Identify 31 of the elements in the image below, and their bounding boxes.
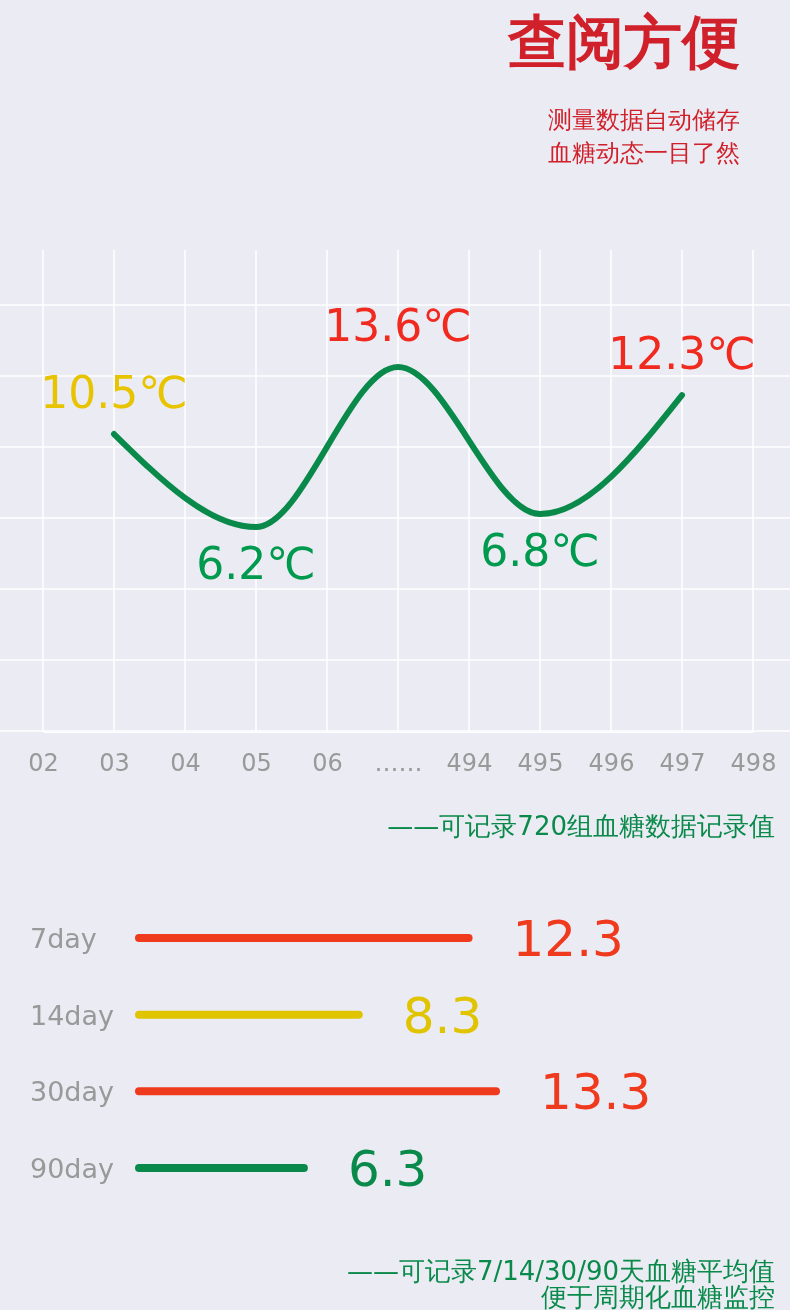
data-label: 6.3 bbox=[347, 1140, 428, 1198]
x-tick-label: …… bbox=[374, 749, 423, 778]
y-tick-label: 7day bbox=[30, 922, 97, 954]
x-tick-label: 495 bbox=[517, 749, 564, 778]
y-tick-label: 30day bbox=[30, 1076, 115, 1108]
data-label: 12.3 bbox=[512, 910, 624, 968]
chart-title: 查阅方便 bbox=[507, 8, 740, 76]
x-tick-label: 04 bbox=[170, 749, 201, 778]
x-tick-label: 02 bbox=[28, 749, 59, 778]
data-label: 8.3 bbox=[402, 986, 483, 1045]
x-tick-label: 06 bbox=[312, 749, 343, 778]
x-tick-label: 494 bbox=[446, 749, 493, 778]
y-tick-label: 90day bbox=[30, 1152, 115, 1184]
y-tick-label: 14day bbox=[30, 999, 115, 1031]
x-tick-label: 03 bbox=[99, 749, 130, 778]
chart-subtitle: 测量数据自动储存血糖动态一目了然 bbox=[548, 106, 740, 167]
bar bbox=[135, 1164, 308, 1172]
data-label: 6.8℃ bbox=[480, 525, 600, 577]
data-label: 13.3 bbox=[540, 1063, 652, 1122]
x-tick-label: 497 bbox=[659, 749, 706, 778]
data-label: 10.5℃ bbox=[40, 367, 188, 419]
x-tick-label: 496 bbox=[588, 749, 635, 778]
bar bbox=[135, 1010, 363, 1019]
text: ——可记录720组血糖数据记录值 bbox=[387, 811, 775, 841]
data-label: 12.3℃ bbox=[608, 328, 756, 380]
data-label: 6.2℃ bbox=[196, 538, 316, 589]
bar bbox=[135, 934, 473, 942]
x-tick-label: 05 bbox=[241, 749, 272, 778]
x-tick-label: 498 bbox=[730, 749, 777, 778]
bar bbox=[135, 1087, 500, 1096]
data-label: 13.6℃ bbox=[324, 300, 472, 351]
